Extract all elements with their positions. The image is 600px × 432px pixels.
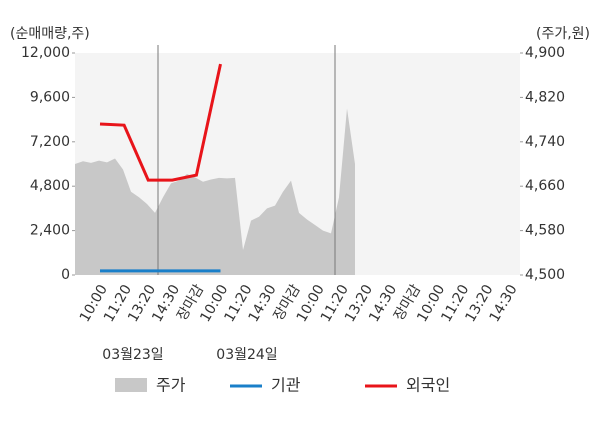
legend-swatch — [115, 378, 147, 392]
legend-label: 외국인 — [406, 376, 450, 395]
legend-label: 기관 — [271, 376, 301, 395]
y2-axis-label: (주가,원) — [536, 26, 590, 42]
y2-tick-label: 4,740 — [525, 134, 565, 150]
y-tick-label: 12,000 — [21, 45, 70, 61]
y2-tick-label: 4,820 — [525, 89, 565, 105]
date-label: 03월24일 — [216, 347, 277, 363]
y-tick-label: 9,600 — [30, 89, 70, 105]
y-tick-label: 2,400 — [30, 223, 70, 239]
y2-tick-label: 4,500 — [525, 267, 565, 283]
y2-tick-label: 4,660 — [525, 178, 565, 194]
y2-tick-label: 4,900 — [525, 45, 565, 61]
y-axis-label: (순매매량,주) — [10, 26, 90, 42]
date-label: 03월23일 — [102, 347, 163, 363]
price-area — [75, 108, 355, 275]
y-tick-label: 0 — [61, 267, 70, 283]
legend-label: 주가 — [156, 376, 186, 395]
y-tick-label: 4,800 — [30, 178, 70, 194]
series-line — [99, 63, 222, 182]
y-tick-label: 7,200 — [30, 134, 70, 150]
y2-tick-label: 4,580 — [525, 223, 565, 239]
